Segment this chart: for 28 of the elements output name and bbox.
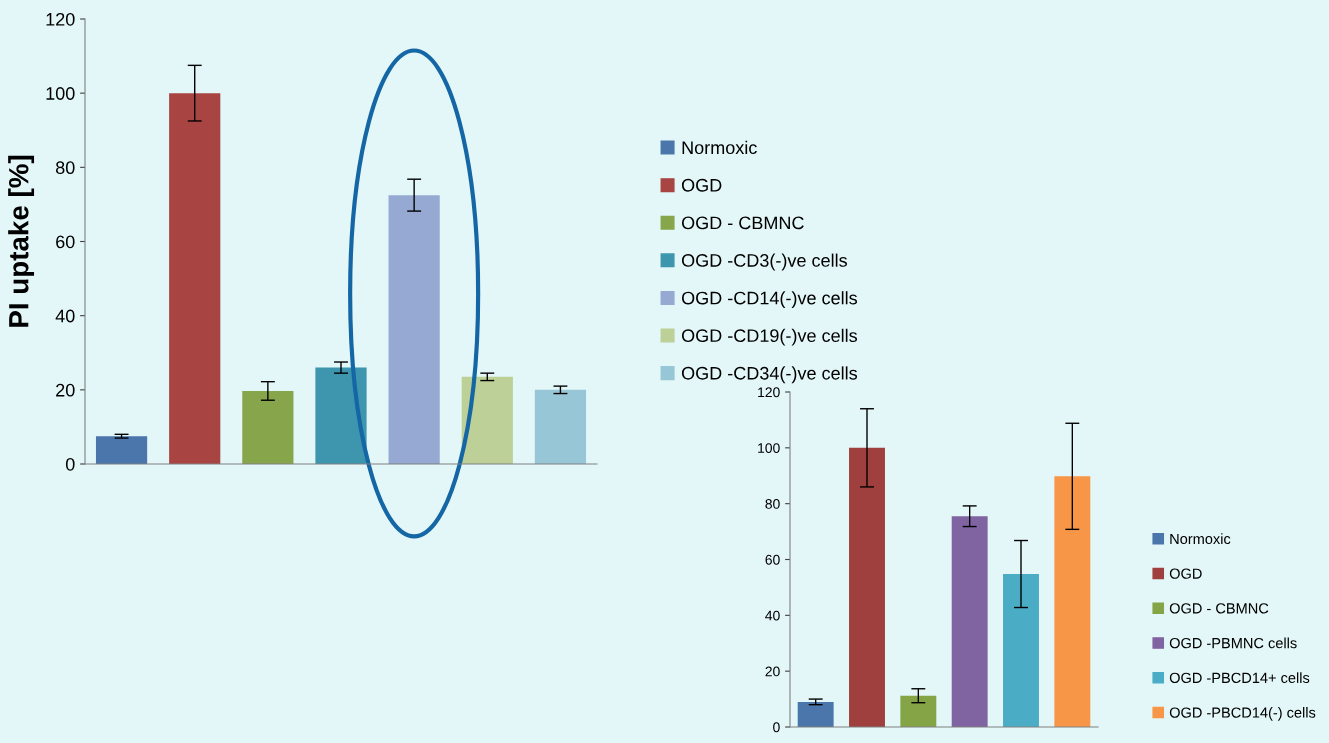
y-tick-label: 60 xyxy=(56,235,75,249)
y-tick-label: 40 xyxy=(55,309,75,323)
y-tick-label: 100 xyxy=(758,443,780,453)
legend-label: Normoxic xyxy=(682,140,757,155)
y-axis-title: PI uptake [%] xyxy=(8,155,35,327)
legend-label: OGD -CD34(-)ve cells xyxy=(681,366,858,384)
legend-label: OGD -CD3(-)ve cells xyxy=(681,253,847,271)
y-tick-label: 20 xyxy=(56,383,75,397)
legend-label: OGD xyxy=(681,178,722,192)
legend-label: OGD - CBMNC xyxy=(1169,603,1269,614)
y-tick-label: 80 xyxy=(55,161,75,175)
legend-label: OGD - CBMNC xyxy=(681,216,804,230)
y-tick-label: 0 xyxy=(773,722,780,733)
y-tick-label: 20 xyxy=(765,666,780,677)
y-tick-label: 80 xyxy=(765,499,780,509)
legend-label: OGD -PBCD14+ cells xyxy=(1169,672,1310,684)
legend-label: OGD -PBMNC cells xyxy=(1169,637,1297,649)
legend-label: OGD -CD19(-)ve cells xyxy=(681,328,858,346)
y-tick-label: 40 xyxy=(765,610,780,621)
legend-label: OGD xyxy=(1169,568,1202,579)
y-tick-label: 120 xyxy=(758,387,780,398)
legend-label: OGD -CD14(-)ve cells xyxy=(681,291,858,308)
y-tick-label: 0 xyxy=(65,457,75,471)
y-tick-label: 100 xyxy=(46,87,75,100)
legend-label: OGD -PBCD14(-) cells xyxy=(1169,707,1316,721)
legend-label: Normoxic xyxy=(1170,533,1231,545)
y-tick-label: 120 xyxy=(46,12,75,26)
y-tick-label: 60 xyxy=(765,554,780,565)
